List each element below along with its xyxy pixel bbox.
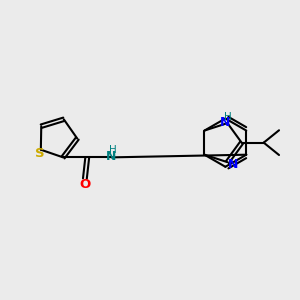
Text: H: H <box>224 112 232 122</box>
Text: O: O <box>79 178 91 191</box>
Text: N: N <box>106 150 116 163</box>
Text: S: S <box>34 147 44 160</box>
Text: H: H <box>109 145 117 155</box>
Text: N: N <box>220 116 231 129</box>
Text: N: N <box>227 158 238 171</box>
